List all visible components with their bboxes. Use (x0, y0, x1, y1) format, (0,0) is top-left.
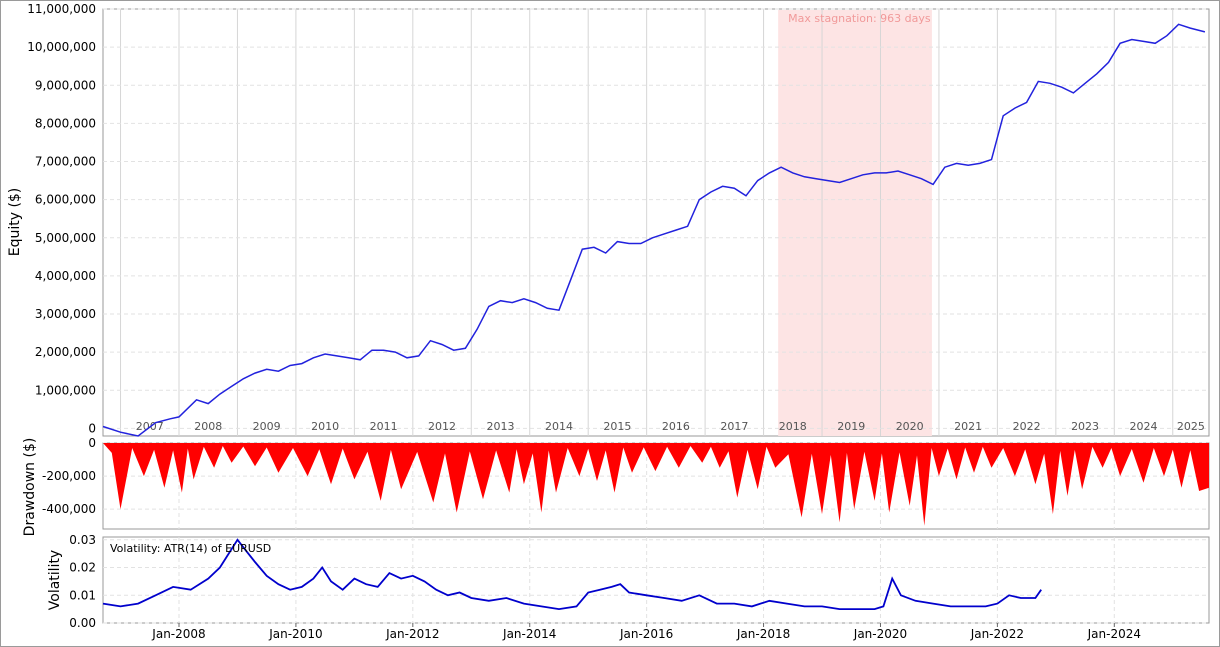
volatility-grid (103, 537, 1209, 624)
volatility-x-tick-label: Jan-2022 (970, 627, 1024, 641)
equity-y-tick-label: 1,000,000 (35, 383, 96, 397)
volatility-x-tick-label: Jan-2008 (151, 627, 205, 641)
equity-y-tick-label: 10,000,000 (27, 40, 96, 54)
year-label: 2016 (662, 420, 690, 433)
year-label: 2019 (837, 420, 865, 433)
year-label: 2010 (311, 420, 339, 433)
volatility-y-label: Volatility (47, 550, 63, 610)
volatility-annotation: Volatility: ATR(14) of EURUSD (110, 542, 271, 555)
year-label: 2022 (1013, 420, 1041, 433)
volatility-x-tick-label: Jan-2010 (268, 627, 322, 641)
volatility-x-tick-label: Jan-2016 (619, 627, 673, 641)
year-label: 2017 (720, 420, 748, 433)
drawdown-y-tick-label: 0 (88, 436, 96, 450)
year-label: 2015 (603, 420, 631, 433)
equity-y-tick-label: 3,000,000 (35, 307, 96, 321)
equity-plot-area (102, 8, 1210, 437)
equity-y-tick-label: 8,000,000 (35, 116, 96, 130)
year-label: 2024 (1130, 420, 1158, 433)
drawdown-area (103, 443, 1209, 526)
drawdown-y-tick-label: -200,000 (42, 469, 96, 483)
volatility-plot-area (102, 536, 1210, 624)
volatility-x-axis: Jan-2008 Jan-2010 Jan-2012 Jan-2014 Jan-2016… (151, 623, 1141, 641)
drawdown-y-label: Drawdown ($) (22, 438, 38, 537)
equity-y-tick-label: 5,000,000 (35, 231, 96, 245)
equity-year-labels: 2007 2008 2009 2010 2011 2012 2013 2014 2015 2016… (136, 420, 1205, 433)
volatility-y-tick-label: 0.00 (69, 616, 96, 630)
drawdown-y-tick-label: -400,000 (42, 502, 96, 516)
volatility-x-tick-label: Jan-2024 (1087, 627, 1141, 641)
volatility-x-tick-label: Jan-2020 (853, 627, 907, 641)
stagnation-band (778, 10, 932, 436)
equity-y-tick-label: 7,000,000 (35, 155, 96, 169)
equity-y-tick-label: 9,000,000 (35, 78, 96, 92)
year-label: 2012 (428, 420, 456, 433)
equity-grid (103, 8, 1209, 436)
equity-y-tick-label: 0 (88, 421, 96, 435)
stagnation-rect (778, 10, 932, 436)
year-label: 2009 (253, 420, 281, 433)
volatility-y-tick-label: 0.01 (69, 588, 96, 602)
volatility-x-tick-label: Jan-2014 (502, 627, 556, 641)
year-label: 2014 (545, 420, 573, 433)
year-label: 2013 (487, 420, 515, 433)
year-label: 2008 (194, 420, 222, 433)
equity-y-label: Equity ($) (7, 188, 23, 257)
equity-y-tick-label: 11,000,000 (27, 2, 96, 16)
volatility-y-tick-label: 0.02 (69, 561, 96, 575)
volatility-x-tick-label: Jan-2018 (736, 627, 790, 641)
year-label: 2018 (779, 420, 807, 433)
volatility-line (102, 538, 1042, 611)
equity-line (102, 23, 1206, 437)
volatility-y-tick-label: 0.03 (69, 533, 96, 547)
drawdown-y-axis: 0 -200,000 -400,000 (42, 436, 96, 516)
year-label: 2011 (370, 420, 398, 433)
year-label: 2025 (1177, 420, 1205, 433)
volatility-x-tick-label: Jan-2012 (385, 627, 439, 641)
year-label: 2023 (1071, 420, 1099, 433)
volatility-y-axis: 0.00 0.01 0.02 0.03 (69, 533, 96, 630)
year-label: 2021 (954, 420, 982, 433)
equity-y-tick-label: 6,000,000 (35, 193, 96, 207)
equity-y-tick-label: 2,000,000 (35, 345, 96, 359)
stagnation-label: Max stagnation: 963 days (788, 12, 931, 25)
equity-y-axis: 0 1,000,000 2,000,000 3,000,000 4,000,000 5,0… (27, 2, 96, 435)
year-label: 2020 (896, 420, 924, 433)
equity-y-tick-label: 4,000,000 (35, 269, 96, 283)
